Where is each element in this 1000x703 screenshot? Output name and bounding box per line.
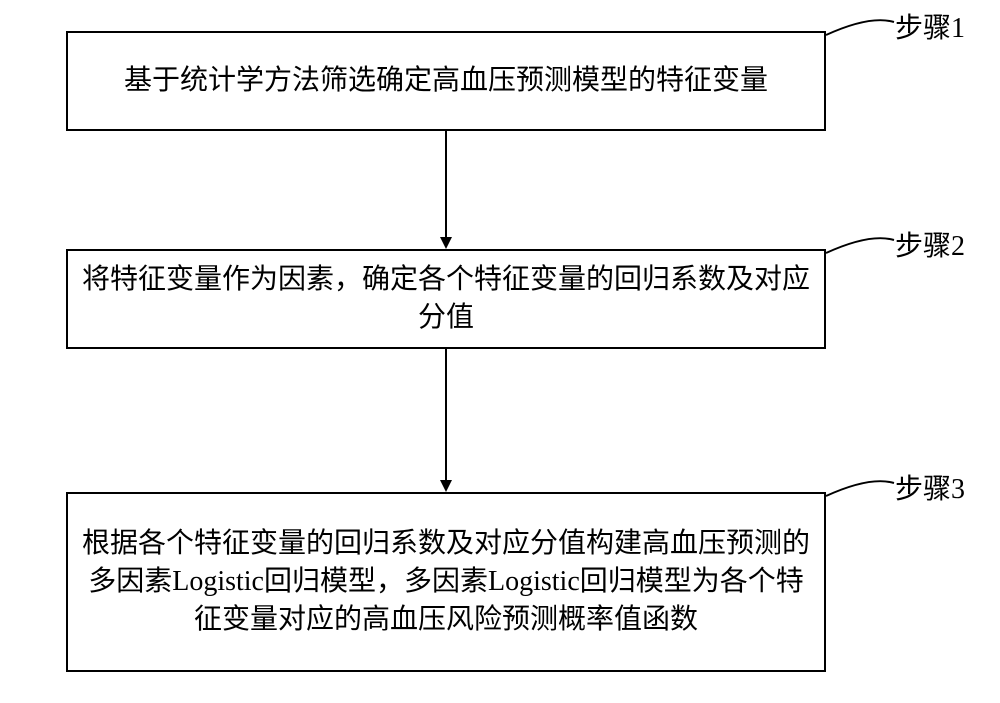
leader-line-3 xyxy=(0,0,1000,703)
flowchart-canvas: 基于统计学方法筛选确定高血压预测模型的特征变量 将特征变量作为因素，确定各个特征… xyxy=(0,0,1000,703)
